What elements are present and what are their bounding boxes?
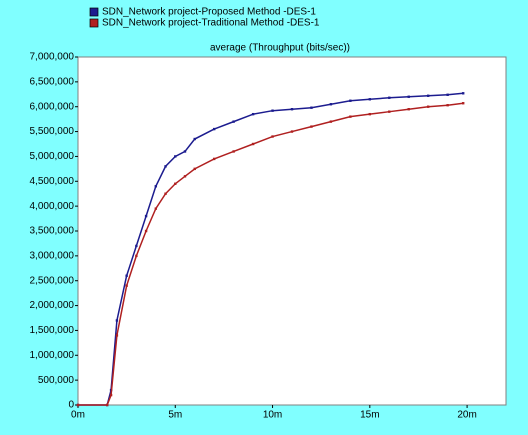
x-tick-label: 15m: [360, 410, 379, 421]
point: [135, 254, 138, 258]
series-line: [78, 92, 464, 406]
point: [329, 103, 333, 106]
y-tick-label: 5,000,000: [30, 151, 75, 162]
point: [368, 112, 372, 116]
legend-swatch: [89, 18, 99, 28]
point: [349, 115, 352, 118]
point: [232, 150, 235, 153]
point: [154, 207, 158, 210]
legend-label: SDN_Network project-Traditional Method -…: [102, 18, 320, 29]
y-tick-label: 500,000: [38, 375, 75, 386]
point: [125, 274, 128, 277]
y-tick-label: 7,000,000: [30, 52, 75, 63]
y-tick-label: 4,500,000: [30, 176, 75, 187]
point: [426, 105, 430, 108]
point: [251, 112, 255, 116]
point: [193, 167, 196, 171]
y-tick-label: 0: [68, 400, 74, 411]
point: [109, 393, 113, 397]
x-tick-label: 5m: [168, 410, 182, 421]
point: [154, 185, 158, 188]
point: [212, 157, 216, 161]
point: [368, 98, 372, 101]
x-tick-label: 20m: [457, 410, 476, 421]
point: [115, 319, 119, 322]
y-tick-label: 2,500,000: [30, 275, 75, 286]
point: [310, 106, 313, 109]
point: [446, 104, 449, 107]
point: [193, 137, 196, 141]
point: [174, 155, 177, 158]
point: [144, 229, 148, 233]
y-tick-label: 6,000,000: [30, 101, 75, 112]
point: [125, 284, 128, 287]
point: [232, 120, 235, 123]
point: [310, 125, 313, 128]
point: [271, 135, 274, 138]
point: [271, 109, 274, 112]
point: [212, 127, 216, 131]
point: [183, 175, 187, 178]
point: [462, 92, 465, 95]
point: [115, 334, 119, 337]
point: [183, 150, 187, 153]
point: [329, 120, 333, 123]
point: [407, 95, 410, 98]
point: [290, 108, 294, 111]
y-tick-label: 3,500,000: [30, 226, 75, 237]
point: [164, 192, 167, 195]
y-tick-label: 2,000,000: [30, 300, 75, 311]
point: [76, 403, 80, 407]
series-line: [78, 102, 464, 406]
y-tick-label: 1,000,000: [30, 350, 75, 361]
point: [144, 214, 148, 218]
y-tick-label: 6,500,000: [30, 76, 75, 87]
y-tick-label: 1,500,000: [30, 325, 75, 336]
legend-swatch: [89, 7, 99, 17]
point: [388, 110, 391, 113]
y-tick-label: 5,500,000: [30, 126, 75, 137]
point: [349, 99, 352, 102]
point: [462, 102, 465, 105]
point: [174, 182, 177, 185]
point: [135, 244, 138, 248]
point: [446, 93, 449, 96]
point: [407, 108, 410, 111]
x-tick-label: 0m: [71, 410, 85, 421]
point: [388, 96, 391, 99]
point: [426, 94, 430, 97]
chart-title: average (Throughput (bits/sec)): [210, 43, 350, 54]
point: [105, 403, 109, 407]
plot-area: [77, 56, 507, 406]
point: [164, 165, 167, 168]
y-tick-label: 3,000,000: [30, 250, 75, 261]
point: [251, 142, 255, 146]
legend-label: SDN_Network project-Proposed Method -DES…: [102, 7, 316, 18]
point: [290, 130, 294, 133]
y-tick-label: 4,000,000: [30, 201, 75, 212]
x-tick-label: 10m: [263, 410, 282, 421]
